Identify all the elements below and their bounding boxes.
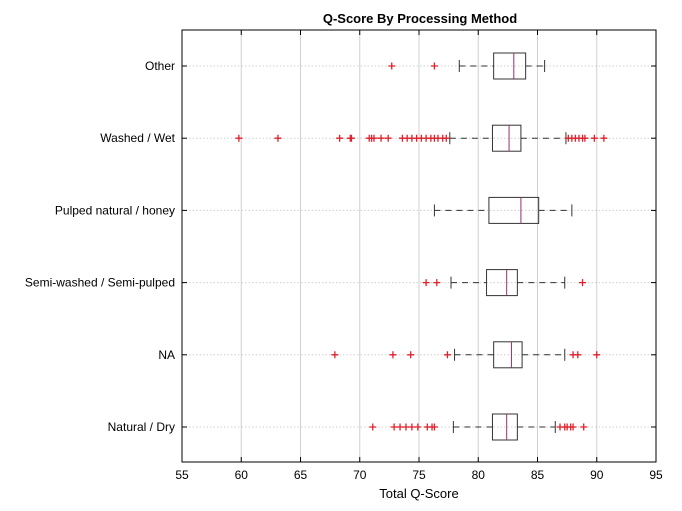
box: [488, 196, 540, 224]
box-group: [369, 413, 588, 441]
box: [493, 341, 523, 369]
y-tick-label: Natural / Dry: [108, 420, 175, 434]
outlier-marker: [408, 423, 416, 431]
outlier-marker: [579, 279, 587, 287]
box-group: [422, 269, 587, 297]
outlier-marker: [581, 134, 589, 142]
outlier-marker: [369, 423, 377, 431]
outlier-marker: [590, 134, 598, 142]
outlier-marker: [336, 134, 344, 142]
outlier-marker: [442, 134, 450, 142]
outlier-marker: [396, 423, 404, 431]
outlier-marker: [407, 351, 415, 359]
grid: [182, 30, 656, 462]
outlier-marker: [370, 134, 378, 142]
outlier-marker: [430, 423, 438, 431]
outlier-marker: [389, 351, 397, 359]
outlier-marker: [235, 134, 243, 142]
outlier-marker: [433, 279, 441, 287]
x-tick-label: 80: [472, 468, 486, 482]
x-tick-label: 85: [531, 468, 545, 482]
outlier-marker: [580, 423, 588, 431]
x-tick-label: 55: [175, 468, 189, 482]
x-tick-label: 70: [353, 468, 367, 482]
outlier-marker: [574, 351, 582, 359]
outlier-marker: [377, 134, 385, 142]
box-group: [433, 196, 573, 224]
x-axis: 55 60 65 70 75 80 85 90 95: [175, 30, 663, 482]
plot-series: [235, 52, 608, 441]
outlier-marker: [390, 423, 398, 431]
box: [493, 52, 527, 80]
box: [486, 269, 518, 297]
box-group: [331, 341, 601, 369]
x-axis-label: Total Q-Score: [379, 486, 458, 501]
outlier-marker: [402, 423, 410, 431]
outlier-marker: [388, 62, 396, 70]
x-tick-label: 95: [649, 468, 663, 482]
x-tick-label: 75: [412, 468, 426, 482]
x-tick-label: 90: [590, 468, 604, 482]
y-tick-label: Semi-washed / Semi-pulped: [25, 276, 175, 290]
outlier-marker: [274, 134, 282, 142]
box: [491, 124, 522, 152]
x-tick-label: 60: [235, 468, 249, 482]
outlier-marker: [414, 423, 422, 431]
outlier-marker: [422, 279, 430, 287]
y-axis: Other Washed / Wet Pulped natural / honey S…: [25, 59, 656, 434]
outlier-marker: [600, 134, 608, 142]
box: [491, 413, 518, 441]
chart-title: Q-Score By Processing Method: [323, 11, 517, 26]
outlier-marker: [331, 351, 339, 359]
x-tick-label: 65: [294, 468, 308, 482]
box-group: [388, 52, 546, 80]
y-tick-label: NA: [158, 348, 175, 362]
outlier-marker: [384, 134, 392, 142]
box-group: [235, 124, 608, 152]
outlier-marker: [443, 351, 451, 359]
y-tick-label: Pulped natural / honey: [55, 203, 175, 217]
outlier-marker: [593, 351, 601, 359]
outlier-marker: [569, 423, 577, 431]
outlier-marker: [430, 62, 438, 70]
y-tick-label: Washed / Wet: [100, 131, 175, 145]
y-tick-label: Other: [145, 59, 175, 73]
outlier-marker: [347, 134, 355, 142]
